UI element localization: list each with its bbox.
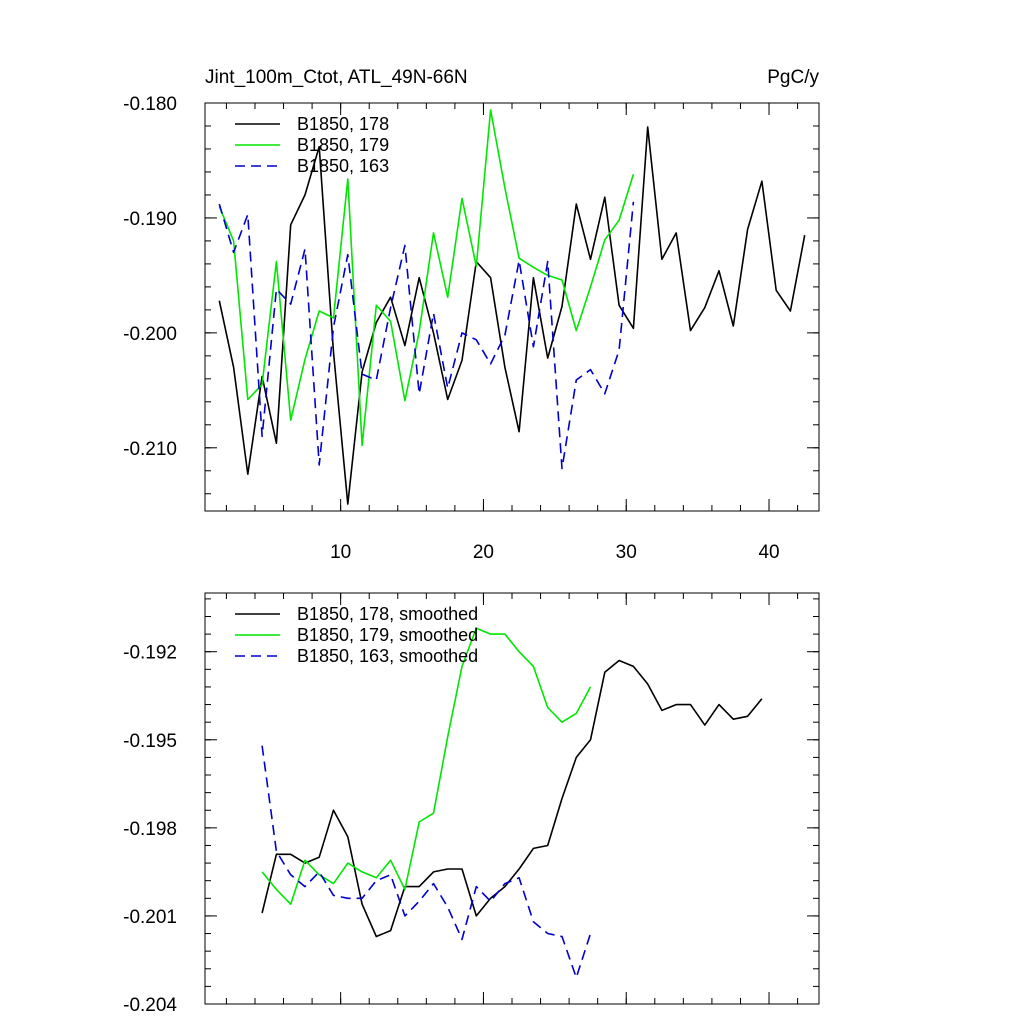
series-line-1 [218, 126, 806, 505]
x-tick-label: 20 [473, 542, 494, 563]
y-tick-label: -0.198 [123, 819, 177, 840]
series-line-2 [261, 627, 592, 906]
series-line-3 [218, 201, 635, 470]
legend-label-1: B1850, 178 [297, 114, 389, 134]
chart-title: Jint_100m_Ctot, ATL_49N-66N [205, 67, 468, 88]
top-panel: 10 20 30 40 -0.210 -0.200 -0.190 -0.180 Jint_100… [123, 67, 820, 563]
series-line-2 [218, 109, 635, 447]
y-tick-label: -0.204 [123, 995, 177, 1016]
legend-label-1: B1850, 178, smoothed [297, 604, 478, 624]
legend-label-2: B1850, 179 [297, 135, 389, 155]
y-tick-label: -0.210 [123, 439, 177, 460]
y-tick-label: -0.192 [123, 643, 177, 664]
series-line-1 [261, 659, 763, 938]
bottom-panel: -0.204 -0.201 -0.198 -0.195 -0.192 B1850, 178… [123, 592, 820, 1016]
x-tick-label: 40 [758, 542, 779, 563]
x-tick-label: 10 [330, 542, 351, 563]
x-tick-label: 30 [616, 542, 637, 563]
chart-units: PgC/y [767, 67, 819, 88]
legend-label-2: B1850, 179, smoothed [297, 625, 478, 645]
y-tick-label: -0.201 [123, 907, 177, 928]
y-tick-label: -0.195 [123, 731, 177, 752]
legend-label-3: B1850, 163, smoothed [297, 646, 478, 666]
series-line-3 [261, 745, 592, 979]
y-tick-label: -0.190 [123, 209, 177, 230]
legend-label-3: B1850, 163 [297, 156, 389, 176]
y-tick-label: -0.180 [123, 94, 177, 115]
y-tick-label: -0.200 [123, 324, 177, 345]
